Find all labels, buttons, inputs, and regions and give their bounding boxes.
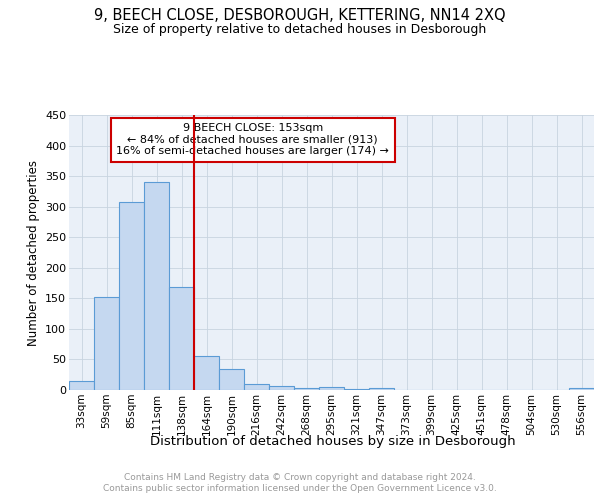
Bar: [169, 288, 194, 390]
Bar: [569, 388, 594, 390]
Bar: [344, 389, 369, 390]
Bar: [219, 368, 244, 390]
Bar: [119, 202, 144, 390]
Bar: [319, 387, 344, 390]
Bar: [244, 384, 269, 390]
Bar: [194, 356, 219, 390]
Y-axis label: Number of detached properties: Number of detached properties: [26, 160, 40, 346]
Bar: [94, 297, 119, 390]
Bar: [369, 388, 394, 390]
Bar: [269, 386, 294, 390]
Text: Contains HM Land Registry data © Crown copyright and database right 2024.: Contains HM Land Registry data © Crown c…: [124, 472, 476, 482]
Text: Contains public sector information licensed under the Open Government Licence v3: Contains public sector information licen…: [103, 484, 497, 493]
Text: 9, BEECH CLOSE, DESBOROUGH, KETTERING, NN14 2XQ: 9, BEECH CLOSE, DESBOROUGH, KETTERING, N…: [94, 8, 506, 22]
Text: Distribution of detached houses by size in Desborough: Distribution of detached houses by size …: [150, 435, 516, 448]
Text: 9 BEECH CLOSE: 153sqm
← 84% of detached houses are smaller (913)
16% of semi-det: 9 BEECH CLOSE: 153sqm ← 84% of detached …: [116, 123, 389, 156]
Text: Size of property relative to detached houses in Desborough: Size of property relative to detached ho…: [113, 22, 487, 36]
Bar: [294, 388, 319, 390]
Bar: [69, 381, 94, 390]
Bar: [144, 182, 169, 390]
